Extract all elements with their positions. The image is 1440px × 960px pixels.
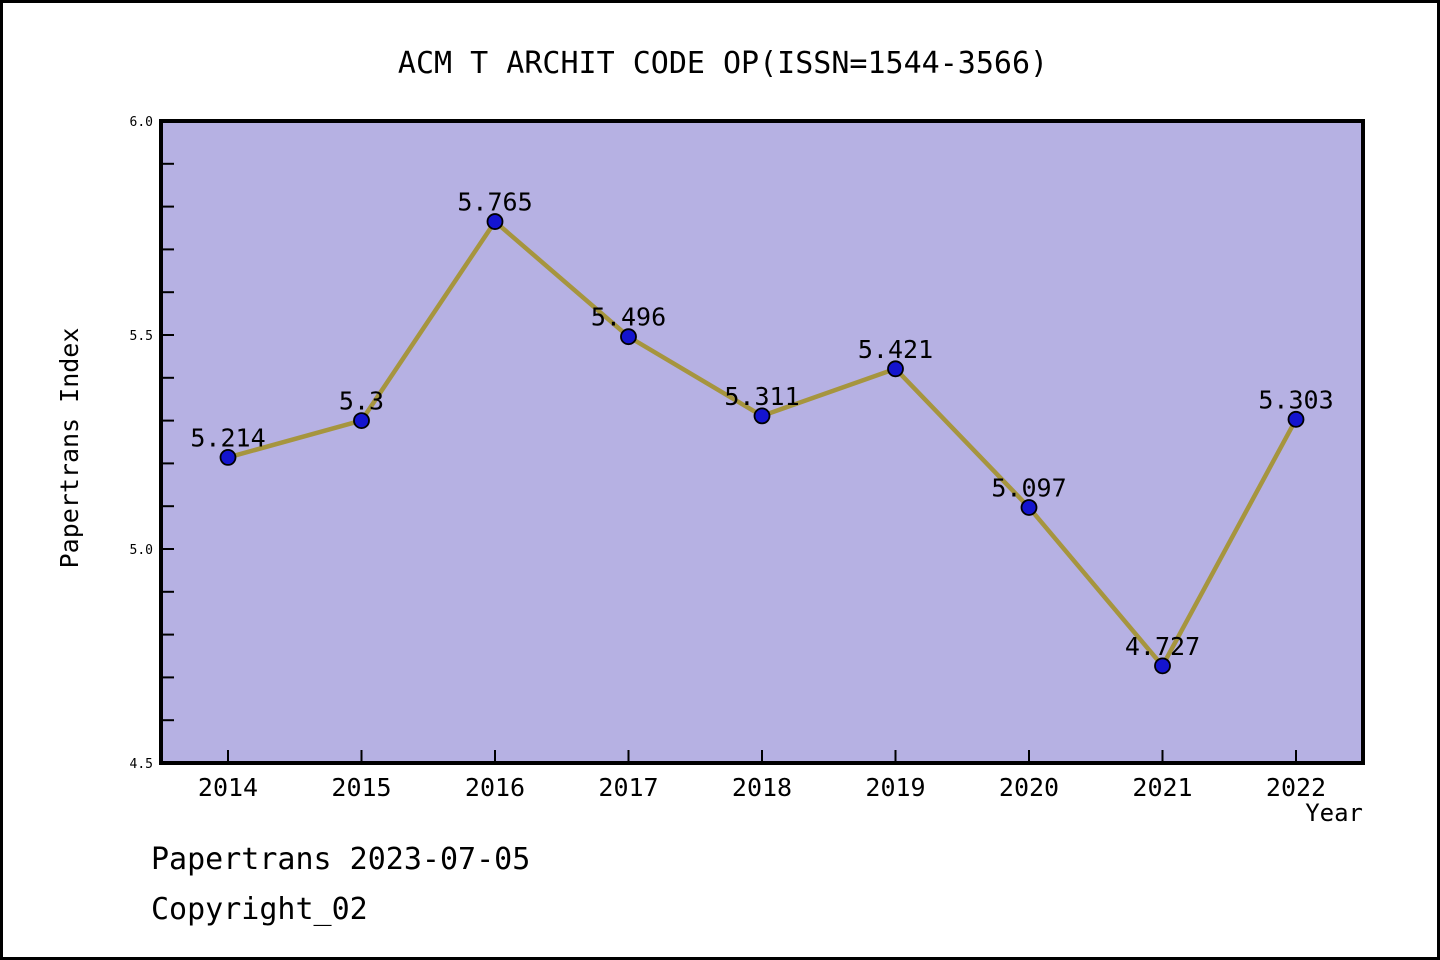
chart-title: ACM T ARCHIT CODE OP(ISSN=1544-3566) — [398, 46, 1048, 81]
data-point-label: 5.303 — [1258, 385, 1333, 414]
x-tick-label: 2017 — [598, 773, 658, 802]
y-tick-label: 5.5 — [130, 329, 153, 344]
y-tick-label: 4.5 — [130, 757, 153, 772]
x-tick-label: 2022 — [1266, 773, 1326, 802]
x-tick-label: 2021 — [1132, 773, 1192, 802]
y-axis-label: Papertrans Index — [55, 328, 84, 569]
data-point — [1020, 499, 1038, 516]
data-point — [1287, 410, 1305, 428]
data-point — [1154, 657, 1171, 675]
y-axis-ticks: 4.5 5.0 5.5 6.0 — [130, 115, 174, 772]
x-tick-label: 2018 — [732, 773, 792, 802]
x-tick-label: 2014 — [198, 773, 258, 802]
data-point-label: 5.097 — [991, 473, 1066, 502]
x-axis-label: Year — [1305, 799, 1363, 827]
data-point-label: 5.3 — [339, 387, 384, 416]
footer-watermark: Papertrans 2023-07-05 — [151, 842, 530, 877]
data-point-label: 4.727 — [1125, 632, 1200, 661]
x-axis-ticks: 2014 2015 2016 2017 2018 2019 2020 2021 2022 — [198, 750, 1326, 802]
data-point — [887, 360, 904, 378]
y-tick-label: 6.0 — [130, 115, 153, 130]
data-point-label: 5.311 — [724, 382, 799, 411]
x-tick-label: 2015 — [331, 773, 391, 802]
x-tick-label: 2020 — [999, 773, 1059, 802]
footer-copyright: Copyright_02 — [151, 892, 368, 927]
data-series: 5.214 5.3 5.765 5.496 5.311 5.421 5.097 4.727 5.… — [190, 188, 1334, 675]
data-point-label: 5.765 — [457, 188, 532, 217]
x-tick-label: 2019 — [865, 773, 925, 802]
chart-canvas: 4.5 5.0 5.5 6.0 2014 2015 2016 2017 2018 2019 202… — [55, 46, 1365, 927]
data-point-label: 5.214 — [190, 423, 265, 452]
x-tick-label: 2016 — [465, 773, 525, 802]
plot-area — [159, 119, 1365, 765]
data-point-label: 5.421 — [858, 335, 933, 364]
data-point-label: 5.496 — [591, 303, 666, 332]
data-point — [486, 213, 504, 230]
data-point — [353, 412, 370, 430]
data-point — [219, 449, 237, 466]
y-tick-label: 5.0 — [130, 543, 153, 558]
data-point — [620, 328, 637, 346]
data-point — [753, 407, 771, 425]
